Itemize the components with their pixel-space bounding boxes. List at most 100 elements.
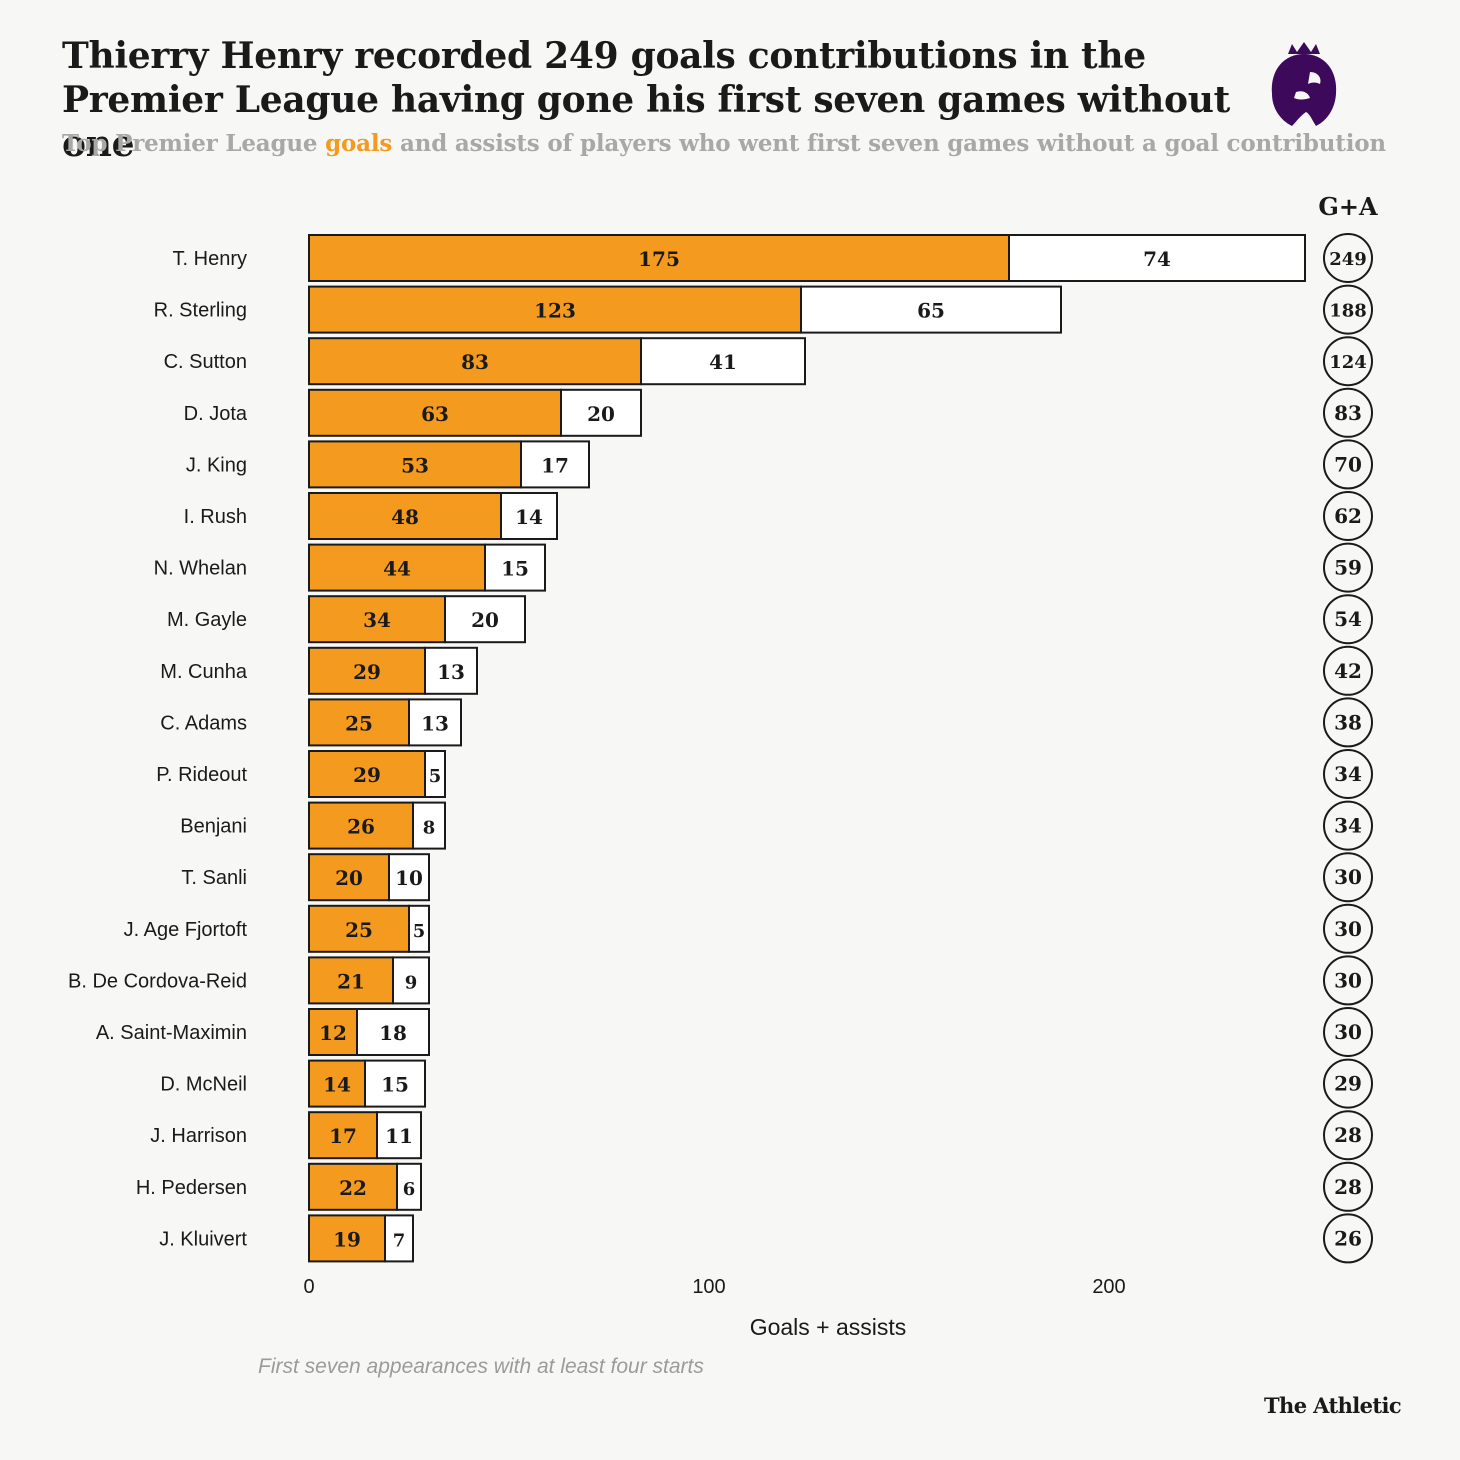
total-value-label: 34 xyxy=(1334,762,1362,786)
total-circle xyxy=(1323,1213,1373,1264)
total-value-label: 30 xyxy=(1334,968,1362,992)
x-tick-label: 100 xyxy=(692,1276,725,1298)
assists-value-label: 5 xyxy=(429,766,442,787)
assists-bar xyxy=(424,646,478,695)
goals-value-label: 22 xyxy=(339,1176,367,1200)
assists-bar xyxy=(640,337,806,386)
assists-value-label: 74 xyxy=(1143,247,1171,271)
chart-subtitle: Top Premier League goals and assists of … xyxy=(62,130,1386,157)
premier-league-lion-icon xyxy=(1271,42,1337,126)
total-circle xyxy=(1323,439,1373,490)
totals-header: G+A xyxy=(1318,192,1378,221)
assists-value-label: 17 xyxy=(541,453,569,477)
assists-value-label: 41 xyxy=(709,350,737,374)
assists-bar xyxy=(424,750,446,798)
assists-value-label: 20 xyxy=(587,402,615,426)
total-value-label: 83 xyxy=(1334,401,1362,425)
assists-value-label: 13 xyxy=(421,711,449,735)
total-value-label: 30 xyxy=(1334,917,1362,941)
assists-bar xyxy=(392,956,430,1005)
goals-value-label: 48 xyxy=(391,505,419,529)
goals-value-label: 25 xyxy=(345,918,373,942)
category-label: C. Sutton xyxy=(164,351,247,373)
goals-bar xyxy=(308,440,522,489)
category-label: B. De Cordova-Reid xyxy=(68,970,247,992)
assists-bar xyxy=(412,801,446,850)
category-label: J. Harrison xyxy=(150,1125,247,1147)
total-value-label: 26 xyxy=(1334,1226,1362,1250)
category-label: M. Cunha xyxy=(160,661,248,683)
goals-value-label: 20 xyxy=(335,866,363,890)
assists-bar xyxy=(408,698,462,747)
goals-bar xyxy=(308,234,1010,282)
total-circle xyxy=(1323,491,1373,541)
assists-bar xyxy=(356,1008,430,1056)
total-value-label: 42 xyxy=(1334,659,1362,683)
total-value-label: 28 xyxy=(1334,1175,1362,1199)
assists-value-label: 10 xyxy=(395,866,423,890)
assists-bar xyxy=(800,285,1062,334)
assists-bar xyxy=(388,853,430,902)
total-circle xyxy=(1323,542,1373,593)
total-value-label: 54 xyxy=(1334,607,1362,631)
category-label: H. Pedersen xyxy=(136,1177,247,1199)
goals-value-label: 123 xyxy=(534,299,576,323)
assists-value-label: 13 xyxy=(437,660,465,684)
assists-value-label: 9 xyxy=(405,972,418,993)
category-label: Benjani xyxy=(180,816,247,838)
goals-bar xyxy=(308,1162,398,1211)
x-axis-label: Goals + assists xyxy=(750,1314,907,1340)
goals-value-label: 83 xyxy=(461,350,489,374)
category-label: R. Sterling xyxy=(154,300,247,322)
goals-bar xyxy=(308,1214,386,1263)
total-value-label: 70 xyxy=(1334,452,1362,476)
assists-value-label: 8 xyxy=(423,818,436,839)
goals-bar xyxy=(308,595,446,644)
total-circle xyxy=(1323,336,1373,387)
chart-footnote: First seven appearances with at least fo… xyxy=(258,1355,704,1378)
total-circle xyxy=(1323,955,1373,1006)
goals-bar xyxy=(308,492,502,540)
assists-bar xyxy=(520,440,590,489)
total-value-label: 29 xyxy=(1334,1072,1362,1096)
category-label: D. McNeil xyxy=(160,1074,247,1096)
the-athletic-brand-logo: The Athletic xyxy=(1264,1393,1402,1418)
total-value-label: 59 xyxy=(1334,556,1362,580)
assists-value-label: 15 xyxy=(381,1073,409,1097)
goals-bar xyxy=(308,750,426,798)
total-circle xyxy=(1323,697,1373,748)
assists-bar xyxy=(560,388,642,437)
subtitle-goals-highlight: goals xyxy=(325,130,393,157)
goals-value-label: 12 xyxy=(319,1021,347,1045)
goals-value-label: 21 xyxy=(337,969,365,993)
total-circle xyxy=(1323,387,1373,438)
total-circle xyxy=(1323,645,1373,696)
goals-bar xyxy=(308,956,394,1005)
goals-bar xyxy=(308,543,486,592)
assists-value-label: 18 xyxy=(379,1021,407,1045)
total-circle xyxy=(1323,903,1373,954)
total-value-label: 38 xyxy=(1334,710,1362,734)
goals-value-label: 29 xyxy=(353,660,381,684)
total-value-label: 188 xyxy=(1329,301,1367,322)
goals-bar xyxy=(308,1059,366,1108)
x-tick-label: 200 xyxy=(1092,1276,1125,1298)
x-tick-label: 0 xyxy=(303,1276,314,1298)
goals-bar xyxy=(308,337,642,386)
total-circle xyxy=(1323,852,1373,903)
assists-bar xyxy=(484,543,546,592)
total-value-label: 28 xyxy=(1334,1123,1362,1147)
assists-bar xyxy=(376,1111,422,1160)
total-circle xyxy=(1323,284,1373,335)
category-label: N. Whelan xyxy=(154,558,247,580)
goals-bar xyxy=(308,853,390,902)
goals-value-label: 175 xyxy=(638,247,680,271)
assists-value-label: 6 xyxy=(403,1179,416,1200)
goals-value-label: 63 xyxy=(421,402,449,426)
goals-bar xyxy=(308,388,562,437)
goals-bar xyxy=(308,285,802,334)
assists-value-label: 7 xyxy=(393,1230,406,1251)
total-circle xyxy=(1323,749,1373,799)
total-value-label: 34 xyxy=(1334,814,1362,838)
